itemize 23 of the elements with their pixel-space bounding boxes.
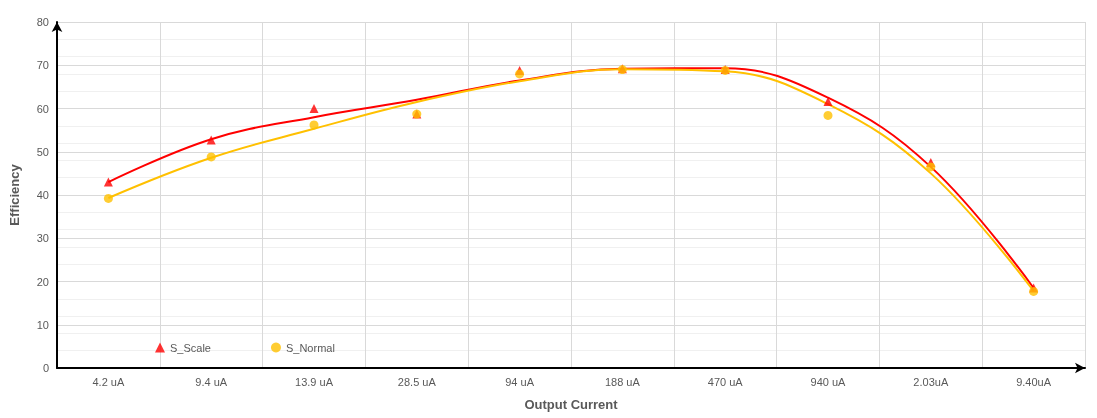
x-tick-label: 28.5 uA xyxy=(397,375,437,388)
x-tick-label: 470 uA xyxy=(707,375,744,388)
y-tick-label: 20 xyxy=(36,275,49,288)
y-tick-label: 80 xyxy=(36,16,49,28)
x-tick-label: 940 uA xyxy=(810,375,847,388)
y-tick-label: 70 xyxy=(36,59,49,72)
y-tick-label: 50 xyxy=(36,145,49,158)
y-tick-label: 60 xyxy=(36,102,49,115)
y-tick-label: 0 xyxy=(42,362,49,374)
y-tick-label: 10 xyxy=(36,318,49,331)
x-tick-label: 9.40uA xyxy=(1016,375,1052,388)
y-tick-label: 40 xyxy=(36,189,49,201)
x-tick-label: 188 uA xyxy=(604,375,641,388)
x-tick-label: 13.9 uA xyxy=(295,375,334,388)
legend-label: S_Scale xyxy=(170,341,211,354)
x-tick-label: 4.2 uA xyxy=(92,375,125,388)
x-tick-label: 9.4 uA xyxy=(195,375,228,388)
x-tick-label: 94 uA xyxy=(505,375,535,388)
legend-label: S_Normal xyxy=(285,341,335,354)
y-axis-title: Efficiency xyxy=(7,163,22,226)
x-axis-title: Output Current xyxy=(524,397,619,412)
x-tick-label: 2.03uA xyxy=(913,375,949,388)
y-tick-label: 30 xyxy=(36,232,49,245)
